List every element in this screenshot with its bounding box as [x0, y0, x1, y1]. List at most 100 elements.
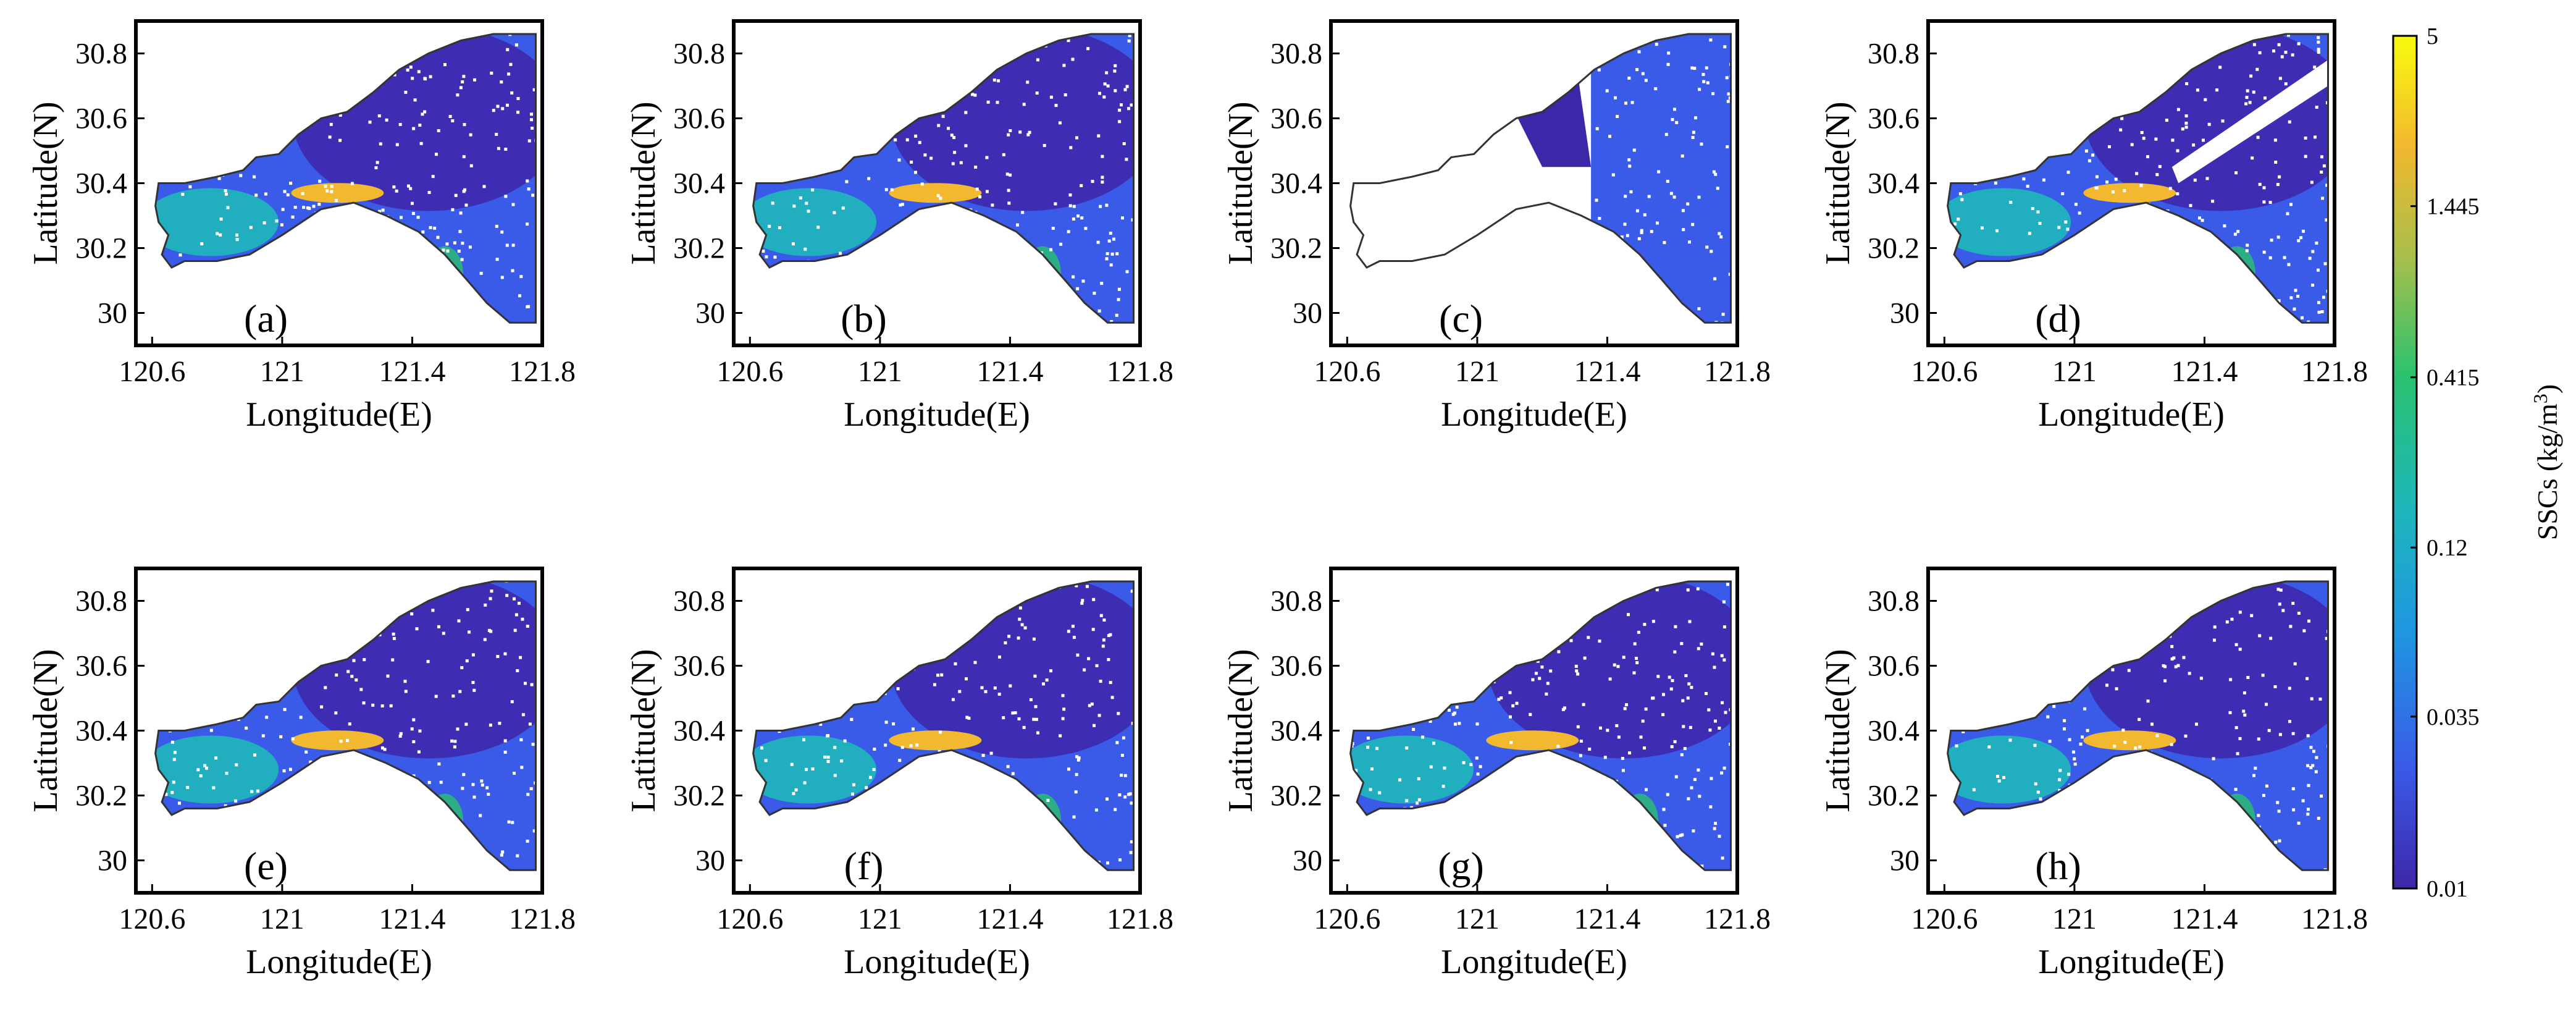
- sample-point: [1637, 864, 1640, 868]
- sample-point: [2309, 766, 2313, 769]
- sample-point: [1385, 632, 1389, 636]
- sample-point: [1611, 173, 1615, 177]
- sample-point: [1110, 320, 1114, 323]
- sample-point: [2325, 636, 2328, 640]
- sample-point: [884, 720, 888, 724]
- sample-point: [953, 317, 957, 321]
- sample-point: [469, 289, 472, 293]
- sample-point: [2262, 250, 2266, 254]
- sample-point: [1570, 794, 1574, 798]
- sample-point: [2005, 885, 2008, 888]
- sample-point: [436, 235, 440, 239]
- sample-point: [1613, 785, 1617, 789]
- y-tick-label: 30.6: [75, 650, 127, 683]
- sample-point: [461, 80, 464, 83]
- sample-point: [1047, 35, 1051, 38]
- sample-point: [784, 831, 787, 835]
- sample-point: [447, 272, 450, 276]
- sample-point: [326, 808, 330, 811]
- sample-point: [2317, 48, 2320, 51]
- sample-point: [289, 182, 293, 185]
- sample-point: [1374, 625, 1377, 628]
- sample-point: [355, 678, 358, 682]
- sample-point: [2149, 575, 2152, 578]
- sample-point: [299, 715, 303, 719]
- sample-point: [2180, 829, 2184, 832]
- sample-point: [238, 660, 241, 664]
- sample-point: [159, 664, 163, 668]
- sample-point: [1646, 885, 1649, 888]
- y-tick-label: 30: [695, 845, 725, 877]
- sample-point: [1986, 135, 1989, 138]
- sample-point: [190, 816, 194, 820]
- sample-point: [1593, 584, 1596, 588]
- sample-point: [355, 34, 358, 35]
- sample-point: [1007, 188, 1010, 192]
- sample-point: [2311, 284, 2315, 287]
- sample-point: [2074, 91, 2078, 95]
- sample-point: [518, 601, 521, 605]
- sample-point: [2078, 211, 2081, 215]
- sample-point: [1121, 216, 1124, 220]
- sample-point: [325, 189, 329, 193]
- y-tick-label: 30.8: [673, 38, 725, 70]
- sample-point: [190, 876, 193, 879]
- sample-point: [988, 34, 991, 37]
- sample-point: [246, 696, 250, 700]
- sample-point: [292, 310, 296, 313]
- sample-point: [815, 581, 819, 583]
- sample-point: [1965, 127, 1968, 130]
- sample-point: [1687, 797, 1690, 801]
- sample-point: [1383, 597, 1387, 601]
- sample-point: [2111, 302, 2114, 306]
- sample-point: [800, 701, 803, 704]
- sample-point: [1010, 264, 1013, 268]
- sample-point: [2162, 581, 2165, 584]
- sample-point: [2306, 812, 2310, 816]
- sample-point: [1594, 833, 1598, 837]
- sample-point: [503, 750, 507, 754]
- x-tick-label: 121.8: [2301, 355, 2368, 388]
- sample-point: [172, 757, 176, 761]
- sample-point: [500, 80, 503, 84]
- sample-point: [2267, 728, 2271, 732]
- sample-point: [1333, 809, 1336, 812]
- sample-point: [2315, 241, 2318, 245]
- sample-point: [1110, 252, 1114, 256]
- sample-point: [1050, 285, 1054, 288]
- sample-point: [2308, 256, 2312, 260]
- sample-point: [2088, 90, 2092, 94]
- sample-point: [2317, 51, 2320, 54]
- sample-point: [1944, 793, 1947, 796]
- sample-point: [384, 837, 388, 840]
- sample-point: [380, 746, 384, 750]
- sample-point: [773, 688, 776, 692]
- sample-point: [156, 293, 159, 297]
- sample-point: [404, 812, 407, 816]
- sample-point: [2011, 34, 2015, 37]
- x-tick-label: 121.8: [1704, 903, 1771, 935]
- sample-point: [1085, 584, 1089, 588]
- sample-point: [252, 584, 255, 588]
- sample-point: [157, 703, 161, 706]
- sample-point: [868, 813, 871, 817]
- sample-point: [1447, 709, 1451, 712]
- sample-point: [254, 825, 258, 829]
- sample-point: [803, 781, 807, 785]
- sample-point: [1075, 136, 1078, 140]
- sample-point: [2252, 774, 2255, 777]
- sample-point: [1588, 748, 1592, 751]
- sample-point: [971, 93, 975, 96]
- sample-point: [868, 775, 872, 779]
- sample-point: [2080, 284, 2084, 288]
- sample-point: [262, 221, 266, 225]
- sample-point: [411, 201, 414, 205]
- sample-point: [409, 796, 413, 800]
- sample-point: [1997, 157, 2000, 161]
- sample-point: [305, 274, 309, 278]
- sample-point: [379, 337, 382, 340]
- sample-point: [1507, 799, 1511, 803]
- sample-point: [1987, 745, 1991, 749]
- sample-point: [440, 325, 443, 328]
- sample-point: [1959, 87, 1963, 90]
